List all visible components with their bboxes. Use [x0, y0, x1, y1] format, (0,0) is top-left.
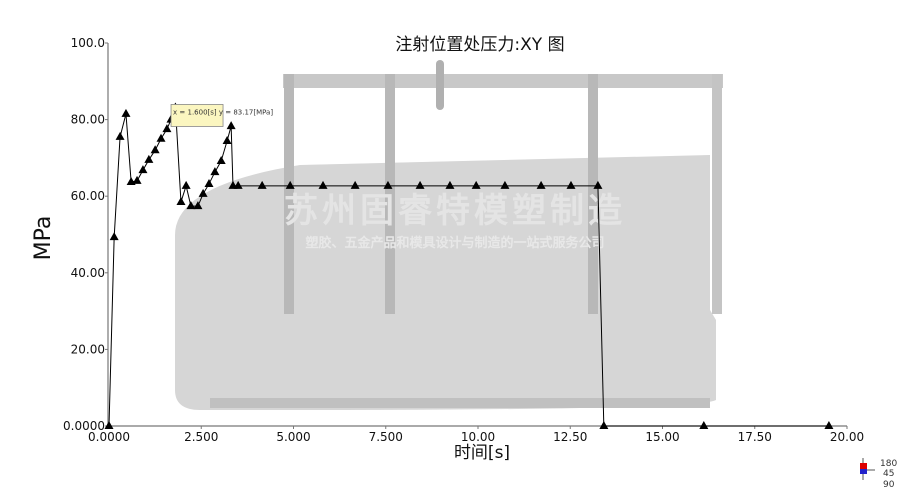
- data-point-marker: [383, 180, 393, 189]
- x-tick-label: 20.00: [830, 430, 864, 444]
- chart-title: 注射位置处压力:XY 图: [395, 35, 564, 55]
- triad-label-1: 45: [883, 469, 894, 479]
- x-tick-label: 0.0000: [88, 430, 130, 444]
- x-tick-label: 2.500: [184, 430, 218, 444]
- series-line: [104, 102, 834, 429]
- data-point-marker: [536, 180, 546, 189]
- data-point-marker: [156, 133, 166, 142]
- data-point-marker: [162, 124, 172, 133]
- data-point-marker: [318, 180, 328, 189]
- y-tick-label: 20.00: [71, 342, 105, 356]
- data-point-marker: [204, 178, 214, 187]
- data-point-marker: [593, 180, 603, 189]
- data-point-marker: [144, 154, 154, 163]
- watermark-line1: 苏州固睿特模塑制造: [284, 191, 626, 231]
- x-tick-label: 17.50: [738, 430, 772, 444]
- data-point-marker: [699, 421, 709, 429]
- data-point-marker: [186, 201, 196, 210]
- data-point-marker: [350, 180, 360, 189]
- data-point-marker: [109, 232, 119, 241]
- data-point-marker: [104, 421, 114, 429]
- x-tick-label: 10.00: [461, 430, 495, 444]
- tooltip: x = 1.600[s] y = 83.17[MPa]: [170, 104, 273, 127]
- data-point-marker: [210, 167, 220, 176]
- data-point-marker: [500, 180, 510, 189]
- axes: 0.0000 2.500 5.000 7.500 10.00 12.50 15.00 17.5…: [63, 36, 864, 444]
- data-point-marker: [824, 421, 834, 429]
- data-point-marker: [599, 421, 609, 429]
- data-point-marker: [257, 180, 267, 189]
- data-point-marker: [181, 180, 191, 189]
- data-point-marker: [121, 108, 131, 117]
- y-tick-label: 80.00: [71, 113, 105, 127]
- series-polyline: [108, 107, 829, 427]
- data-point-marker: [193, 201, 203, 210]
- data-point-marker: [138, 165, 148, 174]
- data-point-marker: [566, 180, 576, 189]
- x-axis-label: 时间[s]: [454, 443, 510, 463]
- watermark-line2: 塑胶、五金产品和模具设计与制造的一站式服务公司: [305, 235, 604, 251]
- x-tick-label: 5.000: [276, 430, 310, 444]
- y-tick-label: 60.00: [71, 189, 105, 203]
- x-tick-label: 7.500: [369, 430, 403, 444]
- x-tick-label: 12.50: [553, 430, 587, 444]
- data-point-marker: [445, 180, 455, 189]
- data-point-marker: [222, 136, 232, 145]
- x-tick-label: 15.00: [645, 430, 679, 444]
- data-point-marker: [216, 155, 226, 164]
- data-point-marker: [132, 175, 142, 184]
- data-point-marker: [233, 180, 243, 189]
- data-point-marker: [415, 180, 425, 189]
- data-point-marker: [176, 196, 186, 205]
- y-axis-label: MPa: [31, 216, 56, 261]
- data-point-marker: [226, 121, 236, 130]
- y-tick-label: 0.0000: [63, 419, 105, 433]
- data-point-marker: [285, 180, 295, 189]
- y-tick-label: 100.0: [71, 36, 105, 50]
- triad-label-0: 180: [880, 459, 897, 469]
- data-point-marker: [471, 180, 481, 189]
- data-point-marker: [115, 131, 125, 140]
- mold-background-image: 苏州固睿特模塑制造 塑胶、五金产品和模具设计与制造的一站式服务公司: [175, 60, 723, 410]
- orientation-triad: 180 45 90: [860, 458, 897, 490]
- triad-label-2: 90: [883, 480, 895, 490]
- y-tick-label: 40.00: [71, 266, 105, 280]
- data-point-marker: [150, 145, 160, 154]
- tooltip-text: x = 1.600[s] y = 83.17[MPa]: [173, 108, 273, 116]
- data-point-marker: [198, 188, 208, 197]
